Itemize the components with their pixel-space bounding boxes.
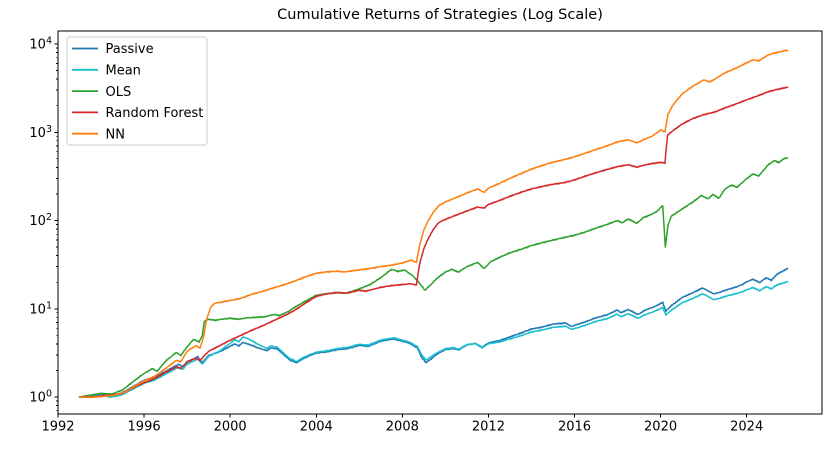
series-line-passive bbox=[78, 267, 789, 398]
legend: Passive Mean OLS Random Forest NN bbox=[66, 36, 208, 146]
x-tick-label-2024: 2024 bbox=[730, 420, 763, 435]
legend-label-mean: Mean bbox=[106, 64, 141, 79]
y-tick-label-1e2: 102 bbox=[29, 212, 52, 229]
x-tick-label-1992: 1992 bbox=[41, 420, 74, 435]
chart-title: Cumulative Returns of Strategies (Log Sc… bbox=[277, 7, 603, 23]
y-tick-label-1e1: 101 bbox=[29, 300, 52, 317]
series-line-nn bbox=[78, 49, 789, 399]
legend-label-ols: OLS bbox=[106, 85, 132, 100]
x-tick-label-2008: 2008 bbox=[386, 420, 419, 435]
y-tick-label-1e3: 103 bbox=[29, 124, 52, 141]
x-tick-label-2000: 2000 bbox=[214, 420, 247, 435]
x-tick-label-2020: 2020 bbox=[644, 420, 677, 435]
series-lines bbox=[78, 49, 789, 399]
x-tick-label-2004: 2004 bbox=[300, 420, 333, 435]
series-line-random-forest bbox=[78, 86, 789, 398]
x-tick-label-1996: 1996 bbox=[128, 420, 161, 435]
legend-box bbox=[66, 36, 208, 146]
series-line-ols bbox=[78, 157, 789, 398]
x-tick-label-2012: 2012 bbox=[472, 420, 505, 435]
x-tick-label-2016: 2016 bbox=[558, 420, 591, 435]
y-tick-label-1e0: 100 bbox=[29, 389, 52, 406]
legend-label-passive: Passive bbox=[106, 42, 154, 57]
axes: 1992 1996 2000 2004 2008 2012 2016 2020 2024 100 1… bbox=[29, 36, 763, 435]
plot-frame bbox=[57, 30, 823, 415]
legend-label-random-forest: Random Forest bbox=[106, 106, 204, 121]
y-tick-label-1e4: 104 bbox=[29, 36, 52, 53]
axes-frame bbox=[57, 30, 823, 415]
legend-label-nn: NN bbox=[106, 127, 125, 142]
